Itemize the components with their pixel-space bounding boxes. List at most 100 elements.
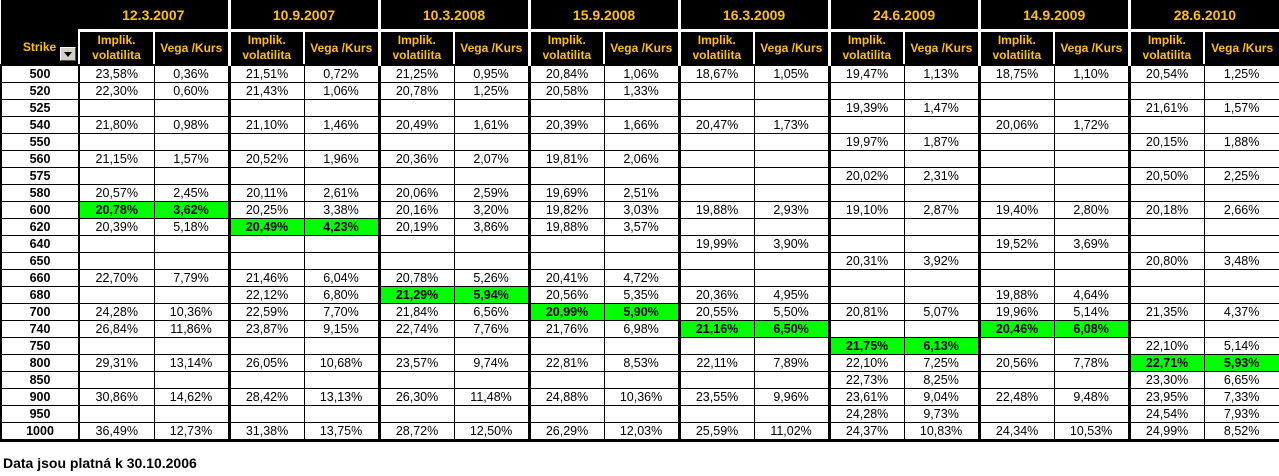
implied-volatility-cell[interactable]: [227, 133, 305, 151]
implied-volatility-cell[interactable]: 28,42%: [227, 388, 305, 406]
implied-volatility-cell[interactable]: [1127, 116, 1205, 134]
implied-volatility-cell[interactable]: 22,30%: [78, 82, 155, 100]
vega-cell[interactable]: [453, 371, 530, 389]
implied-volatility-cell[interactable]: 20,39%: [527, 116, 605, 134]
vega-cell[interactable]: 13,14%: [153, 354, 230, 372]
implied-volatility-cell[interactable]: 21,43%: [227, 82, 305, 100]
strike-cell[interactable]: 850: [0, 371, 80, 389]
implied-volatility-cell[interactable]: 20,55%: [677, 303, 755, 321]
vega-cell[interactable]: 1,25%: [1203, 64, 1279, 83]
vega-cell[interactable]: [1203, 150, 1279, 168]
implied-volatility-cell[interactable]: [227, 252, 305, 270]
implied-volatility-header[interactable]: Implik. volatilita: [377, 30, 455, 66]
implied-volatility-cell[interactable]: [977, 150, 1055, 168]
vega-cell[interactable]: 0,72%: [303, 64, 380, 83]
implied-volatility-cell[interactable]: [977, 218, 1055, 236]
implied-volatility-cell[interactable]: [1127, 235, 1205, 253]
vega-cell[interactable]: [153, 286, 230, 304]
strike-cell[interactable]: 560: [0, 150, 80, 168]
vega-cell[interactable]: [153, 235, 230, 253]
vega-cell[interactable]: 5,90%: [603, 303, 680, 321]
vega-cell[interactable]: [753, 184, 830, 202]
implied-volatility-cell[interactable]: 26,29%: [527, 422, 605, 442]
implied-volatility-cell[interactable]: [977, 337, 1055, 355]
implied-volatility-cell[interactable]: 20,80%: [1127, 252, 1205, 270]
implied-volatility-cell[interactable]: [377, 252, 455, 270]
implied-volatility-header[interactable]: Implik. volatilita: [1127, 30, 1205, 66]
implied-volatility-cell[interactable]: 20,81%: [827, 303, 905, 321]
implied-volatility-cell[interactable]: [827, 116, 905, 134]
vega-cell[interactable]: 10,36%: [153, 303, 230, 321]
implied-volatility-cell[interactable]: 19,81%: [527, 150, 605, 168]
date-header[interactable]: 24.6.2009: [827, 0, 980, 32]
strike-cell[interactable]: 640: [0, 235, 80, 253]
implied-volatility-cell[interactable]: 22,59%: [227, 303, 305, 321]
vega-cell[interactable]: 1,96%: [303, 150, 380, 168]
vega-cell[interactable]: [753, 167, 830, 185]
vega-cell[interactable]: 9,96%: [753, 388, 830, 406]
vega-cell[interactable]: [753, 150, 830, 168]
implied-volatility-cell[interactable]: [977, 167, 1055, 185]
implied-volatility-cell[interactable]: 18,67%: [677, 64, 755, 83]
implied-volatility-cell[interactable]: 20,52%: [227, 150, 305, 168]
vega-cell[interactable]: 1,87%: [903, 133, 980, 151]
implied-volatility-cell[interactable]: 21,76%: [527, 320, 605, 338]
vega-header[interactable]: Vega /Kurs: [903, 30, 980, 66]
vega-cell[interactable]: [1053, 99, 1130, 117]
date-header[interactable]: 15.9.2008: [527, 0, 680, 32]
strike-cell[interactable]: 500: [0, 64, 80, 83]
vega-header[interactable]: Vega /Kurs: [1053, 30, 1130, 66]
implied-volatility-cell[interactable]: [1127, 82, 1205, 100]
vega-cell[interactable]: [303, 371, 380, 389]
implied-volatility-cell[interactable]: [377, 133, 455, 151]
implied-volatility-cell[interactable]: 22,70%: [78, 269, 155, 287]
date-header[interactable]: 16.3.2009: [677, 0, 830, 32]
vega-cell[interactable]: 3,48%: [1203, 252, 1279, 270]
implied-volatility-cell[interactable]: 22,74%: [377, 320, 455, 338]
vega-cell[interactable]: 6,50%: [753, 320, 830, 338]
implied-volatility-cell[interactable]: [527, 337, 605, 355]
vega-cell[interactable]: 5,18%: [153, 218, 230, 236]
vega-cell[interactable]: [303, 405, 380, 423]
vega-header[interactable]: Vega /Kurs: [453, 30, 530, 66]
vega-cell[interactable]: [603, 99, 680, 117]
strike-cell[interactable]: 520: [0, 82, 80, 100]
vega-cell[interactable]: [753, 371, 830, 389]
date-header[interactable]: 10.3.2008: [377, 0, 530, 32]
implied-volatility-cell[interactable]: [977, 269, 1055, 287]
strike-cell[interactable]: 700: [0, 303, 80, 321]
vega-cell[interactable]: [603, 252, 680, 270]
vega-cell[interactable]: 5,07%: [903, 303, 980, 321]
vega-cell[interactable]: [1053, 269, 1130, 287]
vega-cell[interactable]: [603, 133, 680, 151]
implied-volatility-cell[interactable]: [527, 99, 605, 117]
implied-volatility-cell[interactable]: 19,99%: [677, 235, 755, 253]
vega-cell[interactable]: 1,61%: [453, 116, 530, 134]
implied-volatility-header[interactable]: Implik. volatilita: [977, 30, 1055, 66]
vega-cell[interactable]: 7,89%: [753, 354, 830, 372]
vega-cell[interactable]: 2,51%: [603, 184, 680, 202]
implied-volatility-cell[interactable]: 26,30%: [377, 388, 455, 406]
vega-cell[interactable]: 4,95%: [753, 286, 830, 304]
vega-cell[interactable]: 13,75%: [303, 422, 380, 442]
vega-cell[interactable]: [753, 252, 830, 270]
implied-volatility-cell[interactable]: 31,38%: [227, 422, 305, 442]
vega-cell[interactable]: [1203, 184, 1279, 202]
implied-volatility-cell[interactable]: 23,55%: [677, 388, 755, 406]
implied-volatility-cell[interactable]: [377, 337, 455, 355]
vega-header[interactable]: Vega /Kurs: [753, 30, 830, 66]
implied-volatility-cell[interactable]: 22,81%: [527, 354, 605, 372]
implied-volatility-cell[interactable]: 21,35%: [1127, 303, 1205, 321]
implied-volatility-cell[interactable]: [527, 371, 605, 389]
vega-cell[interactable]: 1,46%: [303, 116, 380, 134]
vega-cell[interactable]: 1,10%: [1053, 64, 1130, 83]
implied-volatility-cell[interactable]: 28,72%: [377, 422, 455, 442]
implied-volatility-cell[interactable]: 19,88%: [677, 201, 755, 219]
implied-volatility-cell[interactable]: [827, 218, 905, 236]
implied-volatility-cell[interactable]: 20,78%: [377, 269, 455, 287]
implied-volatility-cell[interactable]: [677, 269, 755, 287]
implied-volatility-cell[interactable]: 21,29%: [377, 286, 455, 304]
implied-volatility-cell[interactable]: [827, 320, 905, 338]
vega-cell[interactable]: [153, 99, 230, 117]
vega-cell[interactable]: [303, 252, 380, 270]
